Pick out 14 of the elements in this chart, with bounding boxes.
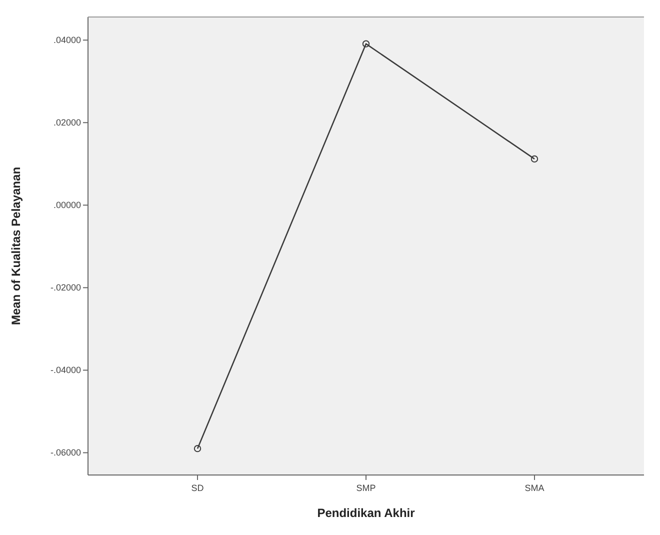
x-axis-title: Pendidikan Akhir — [317, 506, 416, 520]
point — [530, 155, 538, 163]
y-tick-label: -.04000 — [50, 365, 81, 376]
x-tick-label: SMP — [356, 483, 376, 493]
x-tick-label: SD — [191, 483, 204, 493]
y-tick-label: .04000 — [53, 34, 81, 45]
point — [194, 445, 202, 452]
y-axis-title: Mean of Kualitas Pelayanan — [9, 166, 23, 326]
y-tick-label: -.02000 — [50, 282, 81, 293]
point — [362, 40, 370, 48]
x-tick-label: SMA — [524, 483, 544, 493]
y-tick-label: .02000 — [53, 118, 81, 128]
y-tick-label: .00000 — [53, 200, 81, 210]
y-tick-label: -.06000 — [50, 448, 81, 458]
